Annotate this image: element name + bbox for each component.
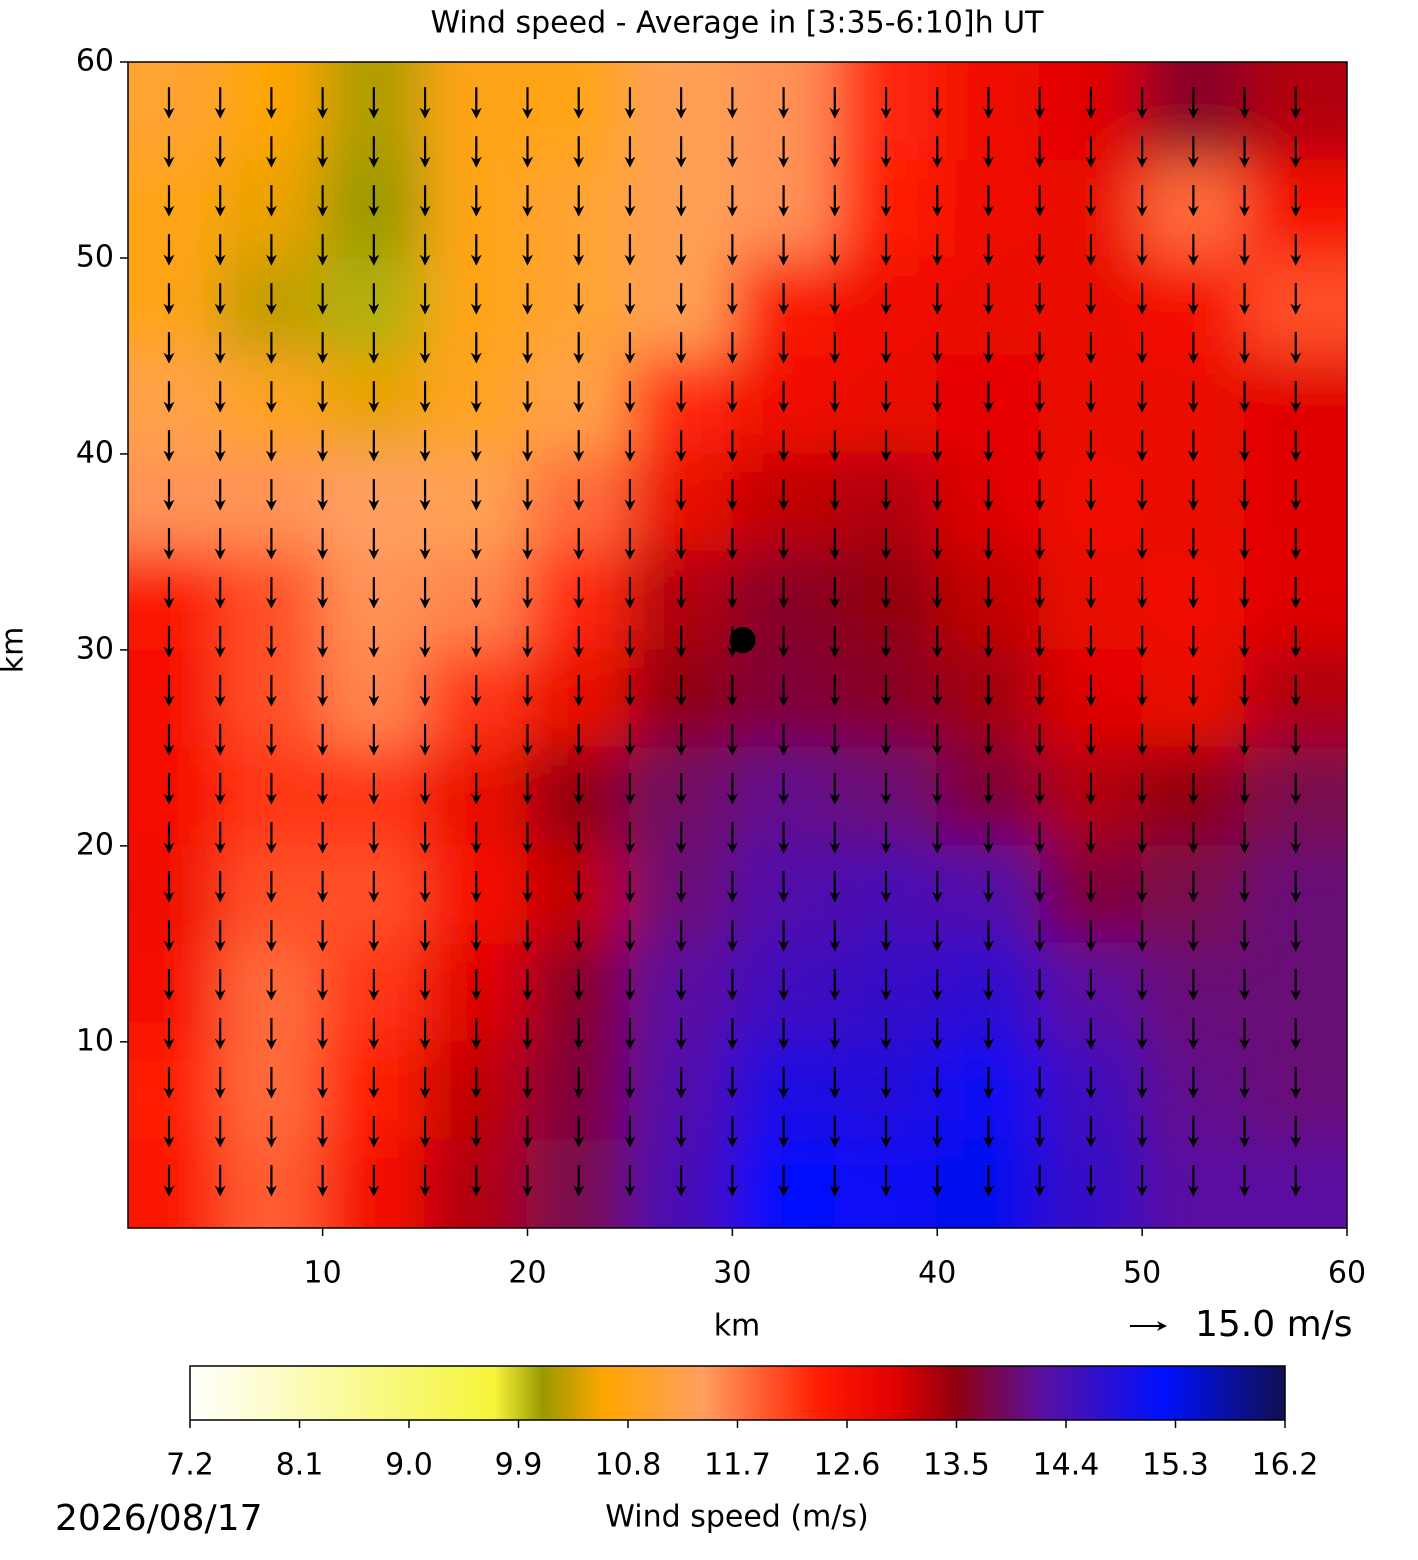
wind-arrows bbox=[163, 87, 1302, 1197]
colorbar bbox=[189, 1365, 1286, 1421]
colorbar-tick-label: 13.5 bbox=[923, 1448, 990, 1483]
y-tick-label: 10 bbox=[76, 1023, 114, 1058]
y-axis-label: km bbox=[0, 627, 31, 674]
heat-cell bbox=[1243, 649, 1347, 749]
colorbar-tick-label: 9.0 bbox=[385, 1448, 433, 1483]
heat-cell bbox=[1243, 159, 1347, 259]
y-tick-label: 40 bbox=[76, 435, 114, 470]
heat-cell bbox=[128, 1139, 221, 1228]
heat-cell bbox=[128, 62, 221, 161]
chart-title: Wind speed - Average in [3:35-6:10]h UT bbox=[431, 6, 1045, 41]
y-tick-label: 50 bbox=[76, 239, 114, 274]
heat-cell bbox=[1243, 62, 1347, 161]
heat-cell bbox=[1243, 355, 1347, 455]
x-tick-label: 60 bbox=[1328, 1256, 1366, 1291]
x-tick-label: 40 bbox=[918, 1256, 956, 1291]
heat-cell bbox=[1243, 943, 1347, 1043]
heat-cell bbox=[1243, 747, 1347, 847]
colorbar-tick-label: 10.8 bbox=[595, 1448, 662, 1483]
colorbar-tick-label: 7.2 bbox=[166, 1448, 214, 1483]
heat-cell bbox=[1243, 1041, 1347, 1141]
arrow-key-label: 15.0 m/s bbox=[1195, 1304, 1353, 1345]
plot-frame bbox=[127, 61, 1348, 1229]
x-tick-label: 10 bbox=[304, 1256, 342, 1291]
x-axis-label: km bbox=[714, 1309, 761, 1344]
colorbar-tick-label: 15.3 bbox=[1142, 1448, 1209, 1483]
center-marker bbox=[729, 627, 756, 654]
x-tick-label: 30 bbox=[713, 1256, 751, 1291]
x-tick-label: 50 bbox=[1123, 1256, 1161, 1291]
heat-cell bbox=[1243, 845, 1347, 945]
colorbar-label: Wind speed (m/s) bbox=[605, 1500, 868, 1535]
y-tick-label: 60 bbox=[76, 44, 114, 79]
heat-cell bbox=[1243, 257, 1347, 357]
colorbar-tick-label: 14.4 bbox=[1033, 1448, 1100, 1483]
date: 2026/08/17 bbox=[55, 1498, 263, 1539]
y-tick-label: 30 bbox=[76, 631, 114, 666]
colorbar-tick-label: 9.9 bbox=[495, 1448, 543, 1483]
colorbar-tick-label: 8.1 bbox=[276, 1448, 324, 1483]
colorbar-tick-label: 11.7 bbox=[704, 1448, 771, 1483]
x-tick-label: 20 bbox=[508, 1256, 546, 1291]
colorbar-tick-label: 12.6 bbox=[814, 1448, 881, 1483]
heat-cell bbox=[1243, 1139, 1347, 1228]
y-tick-label: 20 bbox=[76, 827, 114, 862]
heat-cell bbox=[1243, 551, 1347, 651]
colorbar-tick-label: 16.2 bbox=[1252, 1448, 1319, 1483]
heat-cell bbox=[1243, 453, 1347, 553]
